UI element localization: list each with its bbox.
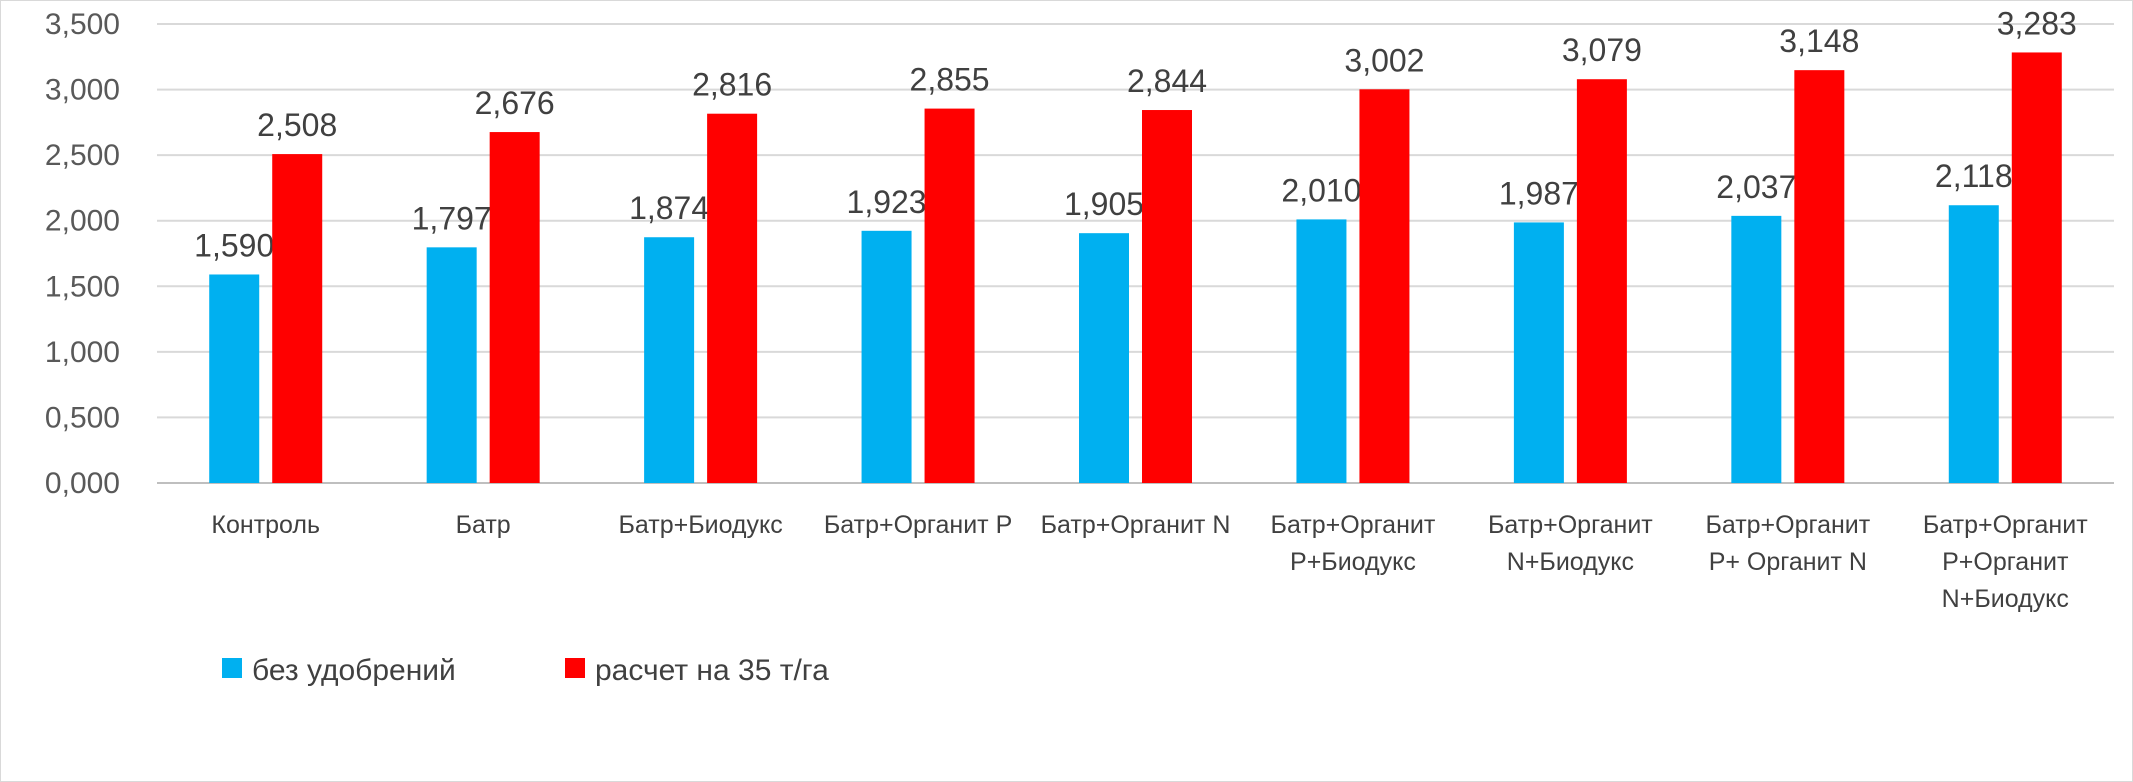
data-label: 2,816 <box>692 67 772 103</box>
x-category-label: Батр+Органит <box>1923 511 2088 539</box>
bar <box>426 247 477 483</box>
data-label: 3,148 <box>1779 23 1859 59</box>
data-label: 1,797 <box>412 200 492 236</box>
x-category-label: Батр+Органит <box>1488 511 1653 539</box>
x-category-label: Контроль <box>211 511 320 539</box>
x-category-label: N+Биодукс <box>1507 548 1634 576</box>
data-label: 2,037 <box>1716 169 1796 205</box>
bar <box>1079 233 1129 483</box>
x-category-label: Батр+Органит Р <box>824 511 1012 539</box>
data-label: 1,874 <box>629 190 709 226</box>
bar <box>209 274 260 483</box>
x-category-label: Р+Биодукс <box>1290 548 1416 576</box>
y-tick-label: 0,500 <box>45 401 120 434</box>
x-category-label: Р+ Органит N <box>1709 548 1867 576</box>
data-label: 3,283 <box>1997 5 2077 41</box>
data-label: 1,590 <box>194 227 274 263</box>
bar <box>1359 89 1410 483</box>
bar <box>1731 215 1782 483</box>
bar <box>2011 52 2062 483</box>
bar <box>489 132 540 484</box>
x-category-label: Батр+Органит N <box>1041 511 1231 539</box>
y-tick-label: 3,500 <box>45 8 120 41</box>
data-label: 2,010 <box>1281 172 1361 208</box>
data-label: 3,079 <box>1562 32 1642 68</box>
y-tick-label: 2,500 <box>45 139 120 172</box>
x-category-label: Батр+Органит <box>1705 511 1870 539</box>
bar <box>707 113 758 483</box>
bar <box>644 237 695 483</box>
x-category-label: Батр+Органит <box>1271 511 1436 539</box>
legend-swatch <box>222 658 242 678</box>
y-tick-label: 0,000 <box>45 467 120 500</box>
x-category-label: Батр <box>456 511 511 539</box>
data-label: 1,905 <box>1064 186 1144 222</box>
y-tick-label: 3,000 <box>45 74 120 107</box>
bar <box>1794 70 1845 483</box>
y-tick-label: 2,000 <box>45 205 120 238</box>
bar <box>272 154 323 483</box>
y-tick-label: 1,500 <box>45 270 120 303</box>
data-label: 2,118 <box>1935 158 2013 194</box>
data-label: 1,923 <box>847 184 927 220</box>
bar <box>924 108 975 483</box>
x-category-label: N+Биодукс <box>1942 585 2069 613</box>
data-label: 2,676 <box>475 85 555 121</box>
bar <box>861 230 912 483</box>
bar <box>1948 205 1999 483</box>
bar <box>1576 79 1627 483</box>
bar <box>1142 110 1192 483</box>
legend-swatch <box>565 658 585 678</box>
bar <box>1513 222 1564 484</box>
data-label: 1,987 <box>1499 175 1579 211</box>
data-label: 2,855 <box>910 62 990 98</box>
legend-label: расчет на 35 т/га <box>595 654 829 687</box>
x-category-label: Батр+Биодукс <box>618 511 782 539</box>
x-category-label: Р+Органит <box>1942 548 2069 576</box>
data-label: 2,844 <box>1127 63 1207 99</box>
bar <box>1296 219 1347 483</box>
data-label: 3,002 <box>1344 42 1424 78</box>
data-label: 2,508 <box>257 107 337 143</box>
y-tick-label: 1,000 <box>45 336 120 369</box>
legend-label: без удобрений <box>252 654 456 687</box>
